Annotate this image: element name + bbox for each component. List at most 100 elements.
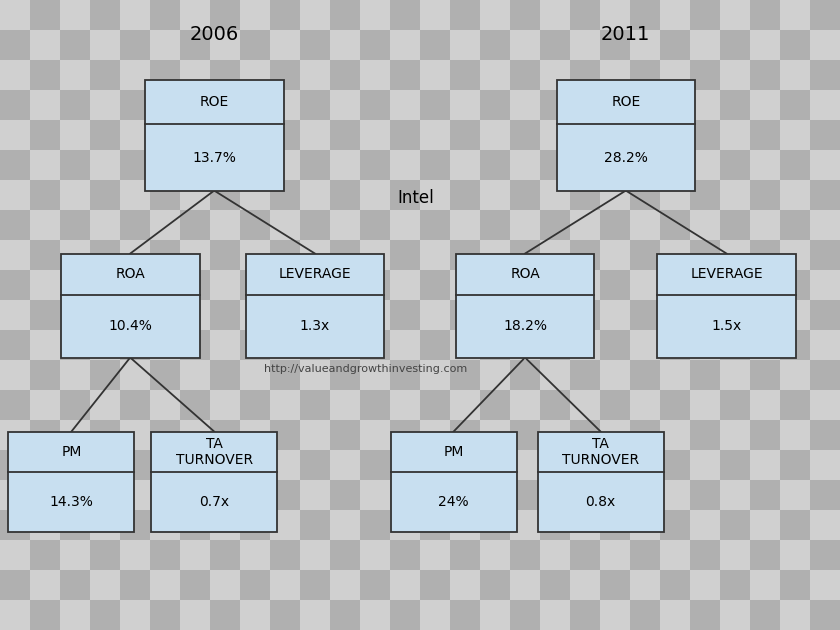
Bar: [240, 420, 270, 450]
Bar: [360, 390, 390, 420]
Bar: [570, 420, 600, 450]
Bar: [510, 330, 540, 360]
Bar: [630, 360, 660, 390]
Bar: [660, 60, 690, 90]
Bar: [150, 120, 180, 150]
Bar: [300, 150, 330, 180]
Bar: [540, 390, 570, 420]
Bar: [90, 90, 120, 120]
Bar: [210, 450, 240, 480]
Bar: [30, 420, 60, 450]
Bar: [270, 360, 300, 390]
Bar: [780, 180, 810, 210]
Bar: [750, 270, 780, 300]
Bar: [210, 30, 240, 60]
Bar: [60, 240, 90, 270]
Bar: [450, 600, 480, 630]
Bar: [600, 180, 630, 210]
Bar: [390, 600, 420, 630]
Bar: [120, 90, 150, 120]
Bar: [780, 150, 810, 180]
Bar: [60, 150, 90, 180]
Bar: [300, 240, 330, 270]
Bar: [300, 270, 330, 300]
Bar: [510, 90, 540, 120]
Bar: [450, 210, 480, 240]
Bar: [690, 540, 720, 570]
Bar: [0, 180, 30, 210]
Bar: [300, 210, 330, 240]
Bar: [810, 120, 840, 150]
Bar: [690, 240, 720, 270]
Text: ROA: ROA: [510, 267, 540, 282]
Bar: [120, 270, 150, 300]
Bar: [810, 150, 840, 180]
Text: LEVERAGE: LEVERAGE: [690, 267, 763, 282]
Bar: [120, 600, 150, 630]
Bar: [660, 360, 690, 390]
Bar: [390, 270, 420, 300]
Bar: [630, 150, 660, 180]
Bar: [360, 510, 390, 540]
Bar: [510, 150, 540, 180]
Bar: [630, 540, 660, 570]
Bar: [90, 210, 120, 240]
Bar: [780, 30, 810, 60]
Bar: [270, 270, 300, 300]
Bar: [510, 180, 540, 210]
Bar: [660, 270, 690, 300]
Bar: [210, 330, 240, 360]
Bar: [180, 120, 210, 150]
Bar: [450, 270, 480, 300]
Bar: [120, 30, 150, 60]
Bar: [390, 240, 420, 270]
Bar: [120, 330, 150, 360]
Text: ROE: ROE: [612, 95, 640, 110]
Bar: [360, 450, 390, 480]
Bar: [780, 240, 810, 270]
Bar: [120, 450, 150, 480]
Bar: [660, 420, 690, 450]
Bar: [270, 120, 300, 150]
Bar: [810, 0, 840, 30]
Bar: [180, 300, 210, 330]
Bar: [0, 60, 30, 90]
Bar: [0, 480, 30, 510]
Bar: [120, 300, 150, 330]
Bar: [0, 390, 30, 420]
Bar: [210, 300, 240, 330]
Bar: [240, 270, 270, 300]
Bar: [630, 270, 660, 300]
Bar: [720, 540, 750, 570]
Bar: [510, 540, 540, 570]
Bar: [540, 120, 570, 150]
Bar: [150, 300, 180, 330]
Bar: [420, 210, 450, 240]
Bar: [330, 0, 360, 30]
Bar: [120, 210, 150, 240]
Bar: [90, 540, 120, 570]
Bar: [300, 540, 330, 570]
Bar: [480, 240, 510, 270]
Bar: [30, 210, 60, 240]
Bar: [630, 330, 660, 360]
Bar: [810, 390, 840, 420]
Bar: [60, 480, 90, 510]
Bar: [600, 450, 630, 480]
Bar: [120, 360, 150, 390]
Bar: [60, 90, 90, 120]
Bar: [390, 360, 420, 390]
Bar: [240, 0, 270, 30]
Bar: [360, 180, 390, 210]
Bar: [90, 270, 120, 300]
Bar: [510, 30, 540, 60]
Bar: [780, 360, 810, 390]
Bar: [810, 420, 840, 450]
Bar: [660, 570, 690, 600]
Bar: [660, 120, 690, 150]
Bar: [90, 330, 120, 360]
Bar: [480, 30, 510, 60]
Bar: [630, 120, 660, 150]
Bar: [420, 540, 450, 570]
Bar: [540, 330, 570, 360]
